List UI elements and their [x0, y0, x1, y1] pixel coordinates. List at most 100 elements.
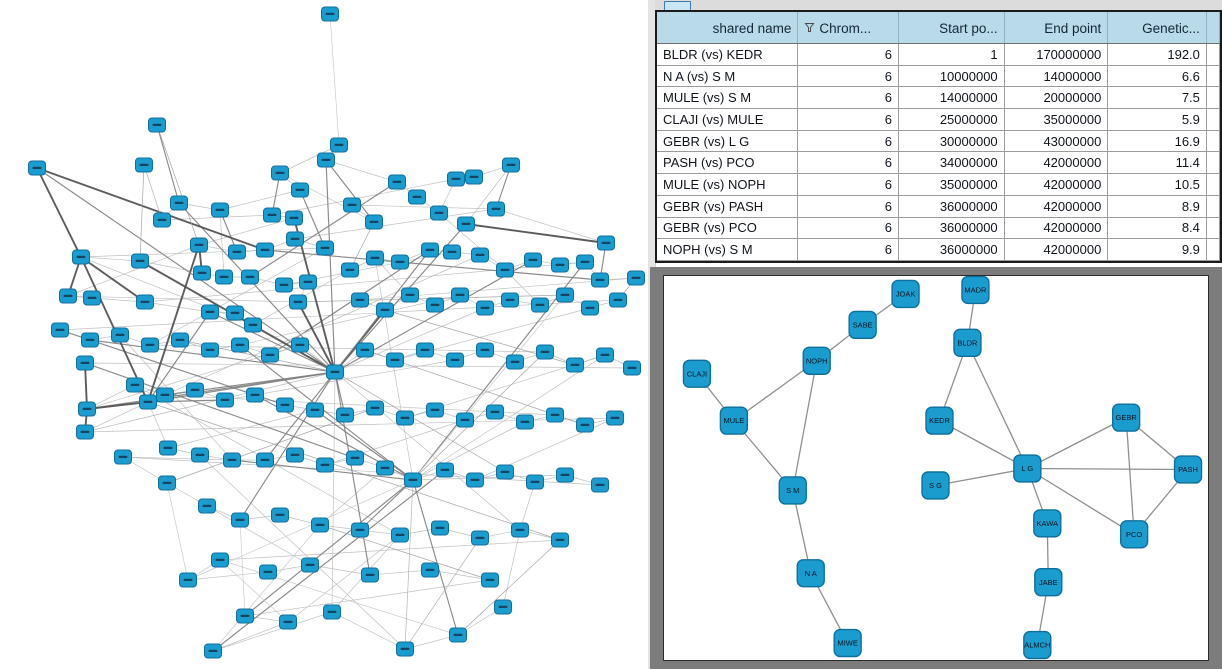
- graph-node[interactable]: [591, 477, 609, 493]
- column-header-genetic-[interactable]: Genetic...: [1107, 12, 1207, 44]
- graph-node[interactable]: [546, 407, 564, 423]
- graph-node[interactable]: [531, 297, 549, 313]
- graph-node[interactable]: [76, 424, 94, 440]
- graph-node[interactable]: [263, 207, 281, 223]
- graph-node[interactable]: [330, 137, 348, 153]
- graph-node[interactable]: [551, 532, 569, 548]
- table-row[interactable]: PASH (vs) PCO 6 34000000 42000000 11.4: [657, 151, 1220, 175]
- graph-node[interactable]: [83, 290, 101, 306]
- graph-node[interactable]: [416, 342, 434, 358]
- graph-node[interactable]: [231, 337, 249, 353]
- graph-node[interactable]: [226, 305, 244, 321]
- graph-node[interactable]: [286, 231, 304, 247]
- graph-node-gebr[interactable]: GEBR: [1111, 403, 1141, 432]
- graph-node[interactable]: [526, 474, 544, 490]
- graph-node[interactable]: [511, 522, 529, 538]
- graph-node[interactable]: [576, 254, 594, 270]
- graph-node[interactable]: [366, 250, 384, 266]
- graph-node[interactable]: [356, 342, 374, 358]
- graph-node[interactable]: [556, 467, 574, 483]
- graph-node[interactable]: [72, 249, 90, 265]
- graph-node-jabe[interactable]: JABE: [1034, 568, 1063, 597]
- column-header-start-po-[interactable]: Start po...: [898, 12, 1005, 44]
- graph-node[interactable]: [198, 498, 216, 514]
- graph-node[interactable]: [351, 292, 369, 308]
- graph-node[interactable]: [291, 337, 309, 353]
- graph-node[interactable]: [323, 604, 341, 620]
- graph-node[interactable]: [494, 599, 512, 615]
- graph-node[interactable]: [286, 447, 304, 463]
- graph-node[interactable]: [596, 347, 614, 363]
- graph-node[interactable]: [351, 522, 369, 538]
- graph-node[interactable]: [228, 244, 246, 260]
- graph-node[interactable]: [346, 450, 364, 466]
- graph-node[interactable]: [404, 472, 422, 488]
- graph-node[interactable]: [289, 294, 307, 310]
- table-row[interactable]: BLDR (vs) KEDR 6 1 170000000 192.0: [657, 43, 1220, 66]
- table-row[interactable]: CLAJI (vs) MULE 6 25000000 35000000 5.9: [657, 108, 1220, 131]
- graph-node[interactable]: [426, 297, 444, 313]
- graph-node[interactable]: [436, 462, 454, 478]
- graph-node[interactable]: [326, 364, 344, 380]
- graph-node[interactable]: [581, 300, 599, 316]
- graph-node[interactable]: [159, 440, 177, 456]
- graph-node[interactable]: [336, 407, 354, 423]
- graph-node[interactable]: [78, 401, 96, 417]
- graph-node[interactable]: [316, 240, 334, 256]
- graph-node-sabe[interactable]: SABE: [848, 310, 877, 340]
- graph-node[interactable]: [279, 614, 297, 630]
- graph-node[interactable]: [476, 300, 494, 316]
- graph-node[interactable]: [153, 212, 171, 228]
- graph-node[interactable]: [391, 254, 409, 270]
- graph-node[interactable]: [59, 288, 77, 304]
- graph-node[interactable]: [271, 507, 289, 523]
- graph-node[interactable]: [148, 117, 166, 133]
- graph-node[interactable]: [271, 165, 289, 181]
- graph-node[interactable]: [386, 352, 404, 368]
- graph-node[interactable]: [606, 410, 624, 426]
- graph-node-claji[interactable]: CLAJI: [682, 359, 712, 388]
- graph-node[interactable]: [291, 182, 309, 198]
- graph-node[interactable]: [136, 294, 154, 310]
- graph-node[interactable]: [170, 195, 188, 211]
- graph-node[interactable]: [256, 242, 274, 258]
- graph-node[interactable]: [236, 608, 254, 624]
- graph-node[interactable]: [299, 274, 317, 290]
- graph-node[interactable]: [597, 235, 615, 251]
- graph-node[interactable]: [421, 562, 439, 578]
- graph-node[interactable]: [609, 292, 627, 308]
- graph-node[interactable]: [131, 253, 149, 269]
- graph-node[interactable]: [627, 270, 645, 286]
- graph-node[interactable]: [259, 564, 277, 580]
- graph-node-s-m[interactable]: S M: [778, 476, 807, 505]
- graph-node[interactable]: [456, 412, 474, 428]
- graph-node[interactable]: [457, 216, 475, 232]
- graph-node[interactable]: [191, 447, 209, 463]
- graph-node[interactable]: [111, 327, 129, 343]
- graph-node[interactable]: [496, 262, 514, 278]
- graph-node[interactable]: [244, 317, 262, 333]
- graph-node-kedr[interactable]: KEDR: [925, 406, 954, 435]
- graph-node[interactable]: [158, 475, 176, 491]
- graph-node-kawa[interactable]: KAWA: [1033, 509, 1062, 538]
- graph-node[interactable]: [28, 160, 46, 176]
- column-header-shared-name[interactable]: shared name: [657, 12, 799, 44]
- graph-node[interactable]: [566, 357, 584, 373]
- graph-node-madr[interactable]: MADR: [961, 276, 990, 305]
- graph-node[interactable]: [114, 449, 132, 465]
- table-row[interactable]: N A (vs) S M 6 10000000 14000000 6.6: [657, 65, 1220, 88]
- graph-node[interactable]: [215, 269, 233, 285]
- graph-node[interactable]: [301, 557, 319, 573]
- filter-icon[interactable]: [804, 22, 815, 33]
- graph-node[interactable]: [576, 417, 594, 433]
- graph-node[interactable]: [76, 355, 94, 371]
- graph-node[interactable]: [501, 292, 519, 308]
- graph-node[interactable]: [316, 457, 334, 473]
- graph-node[interactable]: [443, 244, 461, 260]
- graph-node[interactable]: [317, 152, 335, 168]
- table-row[interactable]: MULE (vs) S M 6 14000000 20000000 7.5: [657, 86, 1220, 110]
- graph-node[interactable]: [376, 460, 394, 476]
- graph-node[interactable]: [211, 552, 229, 568]
- graph-node[interactable]: [524, 252, 542, 268]
- graph-node[interactable]: [204, 643, 222, 659]
